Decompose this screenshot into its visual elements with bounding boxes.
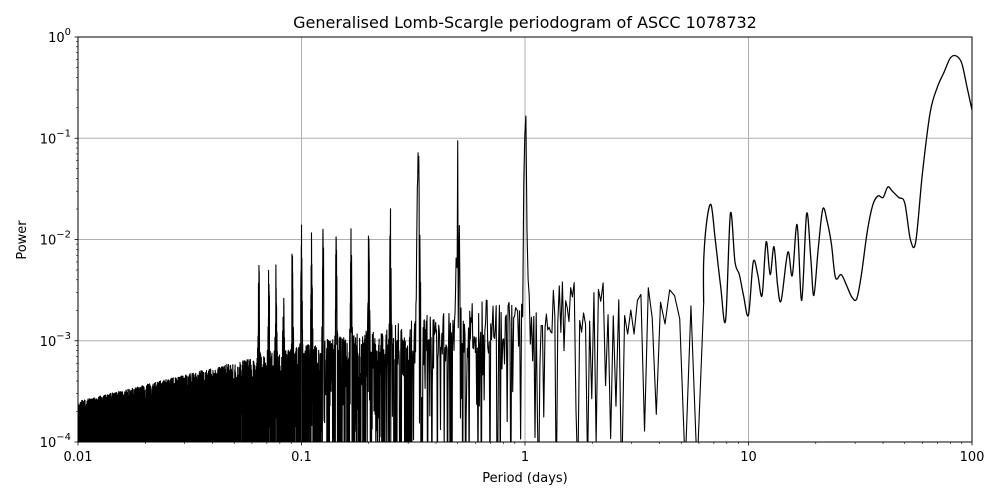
periodogram-line bbox=[78, 54, 972, 442]
y-tick-label: 10−4 bbox=[40, 432, 71, 451]
y-axis-label: Power bbox=[15, 220, 30, 260]
x-axis-ticks: 0.01 0.1 1 10 100 bbox=[64, 442, 985, 465]
y-tick-label: 10−1 bbox=[40, 128, 71, 147]
y-tick-label: 10−3 bbox=[40, 331, 71, 350]
x-tick-label: 0.01 bbox=[64, 450, 93, 465]
y-tick-label: 100 bbox=[48, 27, 71, 46]
x-tick-label: 100 bbox=[960, 450, 985, 465]
x-tick-label: 1 bbox=[521, 450, 529, 465]
y-axis-ticks: 100 10−1 10−2 10−3 10−4 bbox=[40, 27, 78, 451]
x-tick-label: 10 bbox=[740, 450, 757, 465]
x-axis-label: Period (days) bbox=[482, 471, 568, 486]
y-tick-label: 10−2 bbox=[40, 230, 71, 249]
x-tick-label: 0.1 bbox=[291, 450, 312, 465]
chart-title: Generalised Lomb-Scargle periodogram of … bbox=[293, 13, 757, 32]
